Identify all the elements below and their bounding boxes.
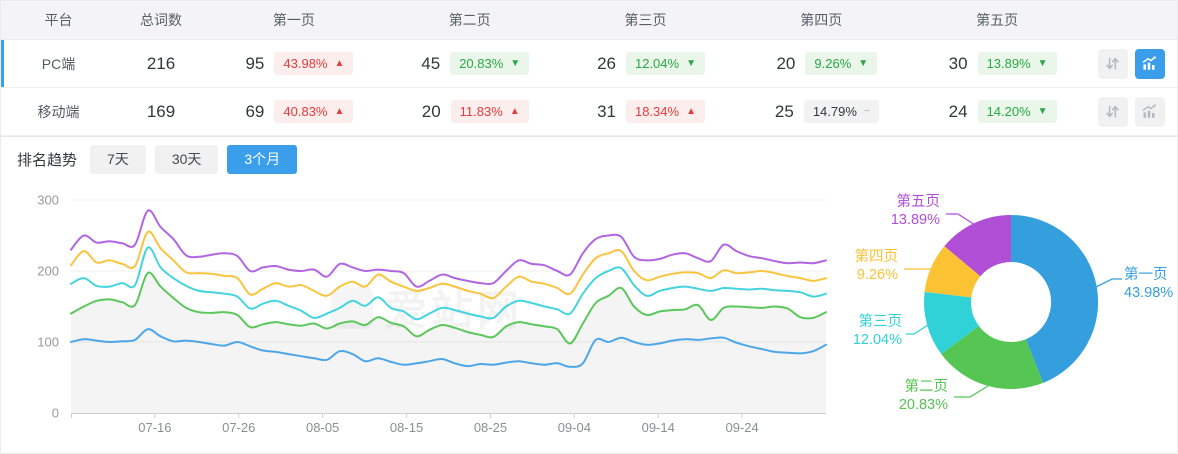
svg-text:09-14: 09-14 [642, 420, 675, 435]
column-header-page5: 第五页 [976, 12, 1019, 28]
svg-text:08-05: 08-05 [306, 420, 339, 435]
page3-change-badge: 12.04% ▼ [625, 52, 705, 75]
column-header-total: 总词数 [140, 12, 182, 28]
svg-text:300: 300 [37, 193, 59, 208]
page2-count: 20 [421, 101, 441, 121]
change-arrow-icon: ▲ [334, 105, 345, 117]
page3-count: 31 [597, 101, 616, 121]
svg-text:第五页: 第五页 [897, 192, 941, 210]
tab-3-months[interactable]: 3个月 [227, 144, 298, 174]
sort-arrows-icon [1106, 57, 1120, 70]
page3-change-badge: 18.34% ▲ [625, 100, 705, 123]
change-arrow-icon: ▲ [509, 105, 520, 117]
svg-text:07-26: 07-26 [222, 420, 255, 435]
page-distribution-donut-chart: 第一页 43.98% 第二页 20.83% 第三页 12.04% 第四页 9.26% 第五页 13… [853, 192, 1173, 413]
sort-button[interactable] [1097, 48, 1128, 79]
change-arrow-icon: ▲ [686, 105, 696, 117]
change-arrow-icon: ▲ [334, 57, 345, 69]
tab-7-days[interactable]: 7天 [90, 144, 146, 174]
trend-section-header: 排名趋势 7天 30天 3个月 [1, 136, 1177, 181]
column-header-page4: 第四页 [800, 12, 843, 28]
section-title: 排名趋势 [17, 151, 78, 169]
table-row-mobile[interactable]: 移动端 169 69 40.83% ▲ 20 11.83% ▲ 31 18.34% ▲… [1, 88, 1177, 136]
trend-chart-icon [1143, 56, 1157, 70]
svg-text:第一页: 第一页 [1124, 265, 1168, 283]
tab-30-days[interactable]: 30天 [154, 144, 219, 174]
page3-count: 26 [597, 53, 616, 73]
show-trend-chart-button[interactable] [1134, 96, 1165, 127]
page1-change-badge: 40.83% ▲ [274, 100, 354, 123]
page4-count: 20 [776, 53, 796, 73]
svg-text:08-15: 08-15 [390, 420, 423, 435]
page4-count: 25 [774, 101, 794, 121]
column-header-platform: 平台 [44, 12, 73, 28]
total-words: 169 [146, 101, 176, 121]
svg-text:9.26%: 9.26% [857, 267, 898, 283]
svg-text:13.89%: 13.89% [891, 212, 940, 228]
svg-text:09-24: 09-24 [725, 420, 758, 435]
total-words: 216 [146, 53, 176, 73]
svg-text:100: 100 [37, 335, 59, 350]
page1-count: 95 [245, 53, 265, 73]
trend-chart-icon [1143, 104, 1157, 118]
page5-count: 24 [948, 101, 968, 121]
platform-label: 移动端 [37, 103, 80, 120]
charts-area: 0 100 200 300 爱站网 07-16 07-26 08-05 08-15 08-25 09… [1, 181, 1177, 453]
page1-count: 69 [245, 101, 265, 121]
change-arrow-icon: ▼ [510, 57, 521, 69]
page2-change-badge: 11.83% ▲ [450, 100, 529, 123]
column-header-page1: 第一页 [272, 12, 315, 28]
svg-text:12.04%: 12.04% [853, 332, 902, 348]
svg-text:第四页: 第四页 [855, 247, 899, 265]
svg-text:0: 0 [52, 406, 59, 421]
change-arrow-icon: ▼ [1037, 57, 1048, 69]
svg-text:08-25: 08-25 [474, 420, 507, 435]
column-header-page2: 第二页 [448, 12, 491, 28]
svg-text:20.83%: 20.83% [899, 397, 948, 413]
active-row-indicator [1, 88, 4, 135]
table-row-pc[interactable]: PC端 216 95 43.98% ▲ 45 20.83% ▼ 26 12.04% ▼… [1, 40, 1177, 88]
column-header-page3: 第三页 [624, 12, 667, 28]
page2-count: 45 [421, 53, 441, 73]
active-row-indicator [1, 40, 4, 87]
page5-change-badge: 14.20% ▼ [977, 100, 1057, 123]
show-trend-chart-button[interactable] [1134, 48, 1165, 79]
page5-change-badge: 13.89% ▼ [977, 52, 1057, 75]
svg-text:07-16: 07-16 [138, 420, 171, 435]
sort-arrows-icon [1106, 105, 1120, 118]
page4-change-badge: 14.79% − [803, 100, 879, 123]
change-arrow-icon: ▼ [686, 57, 696, 69]
page4-change-badge: 9.26% ▼ [805, 52, 878, 75]
platform-label: PC端 [41, 55, 76, 72]
svg-text:200: 200 [37, 264, 59, 279]
svg-text:09-04: 09-04 [558, 420, 591, 435]
change-arrow-icon: ▼ [1037, 105, 1048, 117]
page1-change-badge: 43.98% ▲ [274, 52, 354, 75]
svg-text:第二页: 第二页 [905, 377, 949, 395]
change-arrow-icon: − [863, 105, 870, 117]
page5-count: 30 [948, 53, 968, 73]
change-arrow-icon: ▼ [858, 57, 869, 69]
sort-button[interactable] [1097, 96, 1128, 127]
svg-text:43.98%: 43.98% [1124, 285, 1173, 301]
svg-text:第三页: 第三页 [859, 312, 903, 330]
page2-change-badge: 20.83% ▼ [450, 52, 530, 75]
table-header: 平台 总词数 第一页 第二页 第三页 第四页 第五页 [1, 1, 1177, 40]
